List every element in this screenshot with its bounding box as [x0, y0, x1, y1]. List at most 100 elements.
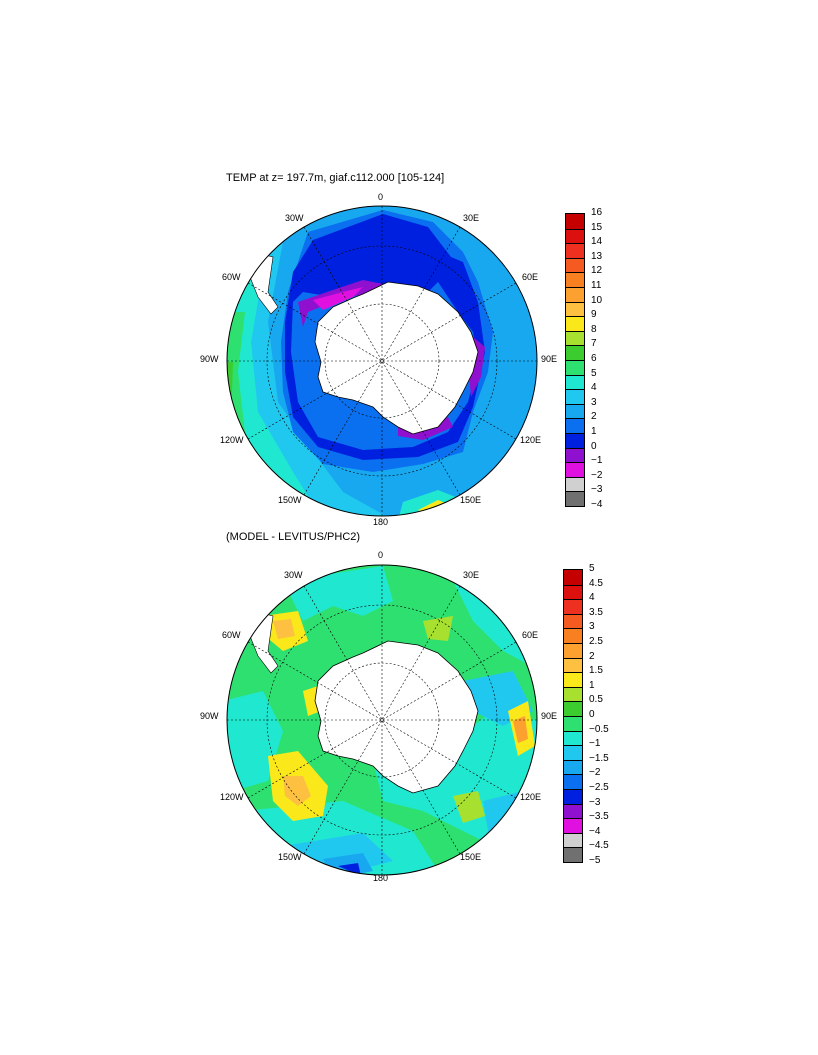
colorbar-tick-label: 2.5: [589, 636, 603, 647]
label-90e: 90E: [541, 711, 558, 721]
colorbar-tick-label: −4.5: [589, 840, 609, 852]
colorbar-swatch: [566, 243, 584, 258]
colorbar-swatch: [564, 847, 582, 862]
colorbar-tick-label: 8: [591, 323, 597, 335]
colorbar-swatch: [566, 360, 584, 375]
colorbar-swatch: [564, 613, 582, 629]
colorbar-tick-label: 0.5: [589, 694, 603, 706]
colorbar-swatch: [566, 389, 584, 404]
label-120w: 120W: [220, 792, 244, 802]
colorbar-swatch: [566, 214, 584, 229]
colorbar-swatch: [566, 272, 584, 287]
label-30w: 30W: [285, 213, 304, 223]
label-120e: 120E: [520, 435, 542, 445]
temp-map: [226, 205, 538, 517]
label-0: 0: [378, 192, 384, 202]
colorbar-swatch: [564, 643, 582, 658]
colorbar-tick-label: 7: [591, 338, 597, 350]
colorbar-tick-label: 11: [591, 280, 602, 291]
difference-colorbar: [563, 569, 583, 863]
colorbar-swatch: [564, 745, 582, 760]
colorbar-swatch: [564, 832, 582, 848]
colorbar-tick-label: −2.5: [589, 782, 609, 793]
colorbar-swatch: [566, 433, 584, 448]
label-150w: 150W: [278, 495, 302, 505]
colorbar-tick-label: −2: [589, 767, 601, 779]
colorbar-swatch: [564, 716, 582, 731]
colorbar-tick-label: 10: [591, 294, 603, 306]
difference-map: [226, 564, 538, 876]
colorbar-tick-label: 13: [591, 250, 603, 262]
colorbar-tick-label: 1.5: [589, 665, 603, 677]
label-60w: 60W: [222, 272, 241, 282]
label-30e: 30E: [463, 213, 480, 223]
colorbar-swatch: [564, 628, 582, 643]
colorbar-tick-label: −3: [589, 796, 601, 808]
label-150w: 150W: [278, 852, 302, 862]
colorbar-swatch: [566, 301, 584, 317]
colorbar-swatch: [564, 570, 582, 585]
colorbar-tick-label: 4.5: [589, 577, 603, 589]
colorbar-tick-label: 12: [591, 265, 603, 277]
colorbar-tick-label: −0.5: [589, 723, 609, 735]
colorbar-swatch: [566, 476, 584, 492]
colorbar-swatch: [566, 374, 584, 390]
colorbar-tick-label: 16: [591, 207, 603, 218]
colorbar-tick-label: 0: [591, 440, 597, 452]
colorbar-swatch: [566, 491, 584, 506]
label-30w: 30W: [284, 570, 303, 580]
label-60w: 60W: [222, 630, 241, 640]
label-0: 0: [378, 550, 384, 560]
colorbar-swatch: [566, 462, 584, 477]
colorbar-tick-label: 3.5: [589, 606, 603, 618]
colorbar-tick-label: 14: [591, 236, 603, 248]
label-180: 180: [373, 873, 389, 883]
colorbar-swatch: [566, 316, 584, 331]
colorbar-tick-label: 0: [589, 709, 595, 720]
colorbar-swatch: [564, 803, 582, 819]
colorbar-tick-label: 6: [591, 353, 597, 364]
colorbar-swatch: [564, 584, 582, 600]
panel2-title: (MODEL - LEVITUS/PHC2): [226, 531, 361, 543]
temp-colorbar: [565, 213, 585, 507]
colorbar-tick-label: −4: [591, 499, 603, 510]
colorbar-swatch: [564, 818, 582, 833]
colorbar-tick-label: 1: [591, 426, 597, 437]
label-150e: 150E: [460, 852, 482, 862]
colorbar-swatch: [566, 403, 584, 419]
colorbar-swatch: [566, 330, 584, 346]
label-90w: 90W: [200, 354, 219, 364]
colorbar-tick-label: 1: [589, 679, 595, 691]
colorbar-swatch: [566, 418, 584, 433]
label-180: 180: [373, 517, 389, 527]
colorbar-tick-label: −3: [591, 484, 603, 496]
colorbar-swatch: [564, 774, 582, 789]
colorbar-swatch: [566, 345, 584, 360]
colorbar-tick-label: −1: [591, 455, 603, 467]
colorbar-tick-label: 9: [591, 309, 597, 321]
colorbar-tick-label: −4: [589, 825, 601, 837]
label-90w: 90W: [200, 711, 219, 721]
colorbar-swatch: [566, 287, 584, 302]
panel1-title: TEMP at z= 197.7m, giaf.c112.000 [105-12…: [226, 172, 445, 184]
colorbar-tick-label: −1.5: [589, 752, 609, 764]
colorbar-swatch: [566, 228, 584, 244]
colorbar-tick-label: 4: [589, 592, 595, 604]
colorbar-swatch: [564, 686, 582, 702]
colorbar-swatch: [566, 447, 584, 463]
colorbar-tick-label: 2: [589, 650, 595, 662]
colorbar-tick-label: 4: [591, 382, 597, 394]
colorbar-tick-label: 2: [591, 411, 597, 423]
colorbar-tick-label: 5: [591, 367, 597, 379]
label-120w: 120W: [220, 435, 244, 445]
colorbar-tick-label: 5: [589, 563, 595, 574]
colorbar-swatch: [564, 789, 582, 804]
colorbar-swatch: [564, 672, 582, 687]
colorbar-swatch: [564, 701, 582, 716]
label-150e: 150E: [460, 495, 482, 505]
colorbar-swatch: [564, 599, 582, 614]
label-90e: 90E: [541, 354, 558, 364]
colorbar-tick-label: 3: [591, 396, 597, 408]
label-30e: 30E: [463, 570, 480, 580]
colorbar-swatch: [564, 657, 582, 673]
